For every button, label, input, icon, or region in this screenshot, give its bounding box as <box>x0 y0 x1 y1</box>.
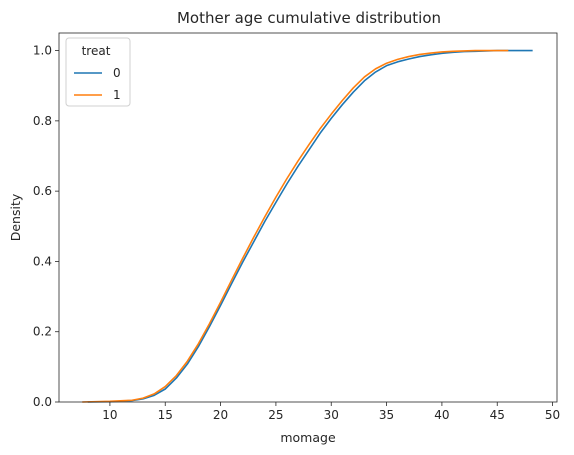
x-tick-label: 10 <box>102 408 117 422</box>
y-tick-label: 1.0 <box>33 44 52 58</box>
x-tick-label: 25 <box>268 408 283 422</box>
y-tick-label: 0.6 <box>33 184 52 198</box>
x-tick-label: 15 <box>158 408 173 422</box>
legend-label-0: 0 <box>113 66 121 80</box>
legend-title: treat <box>82 44 111 58</box>
y-tick-label: 0.2 <box>33 325 52 339</box>
x-tick-label: 30 <box>324 408 339 422</box>
plot-frame <box>58 32 558 403</box>
x-tick-label: 40 <box>434 408 449 422</box>
legend-label-1: 1 <box>113 88 121 102</box>
legend-box <box>65 37 131 107</box>
plot-area <box>82 49 533 403</box>
x-tick-label: 35 <box>379 408 394 422</box>
series-line-0 <box>87 49 533 403</box>
y-tick-label: 0.4 <box>33 254 52 268</box>
x-tick-label: 50 <box>545 408 560 422</box>
chart-title: Mother age cumulative distribution <box>177 9 441 27</box>
series-line-1 <box>82 49 509 403</box>
x-axis-label: momage <box>280 430 336 445</box>
y-axis-label: Density <box>8 193 23 241</box>
y-tick-label: 0.8 <box>33 114 52 128</box>
x-tick-label: 20 <box>213 408 228 422</box>
y-tick-label: 0.0 <box>33 395 52 409</box>
y-axis: 0.0 0.2 0.4 0.6 0.8 1.0 <box>33 44 59 409</box>
x-axis: 10 15 20 25 30 35 40 45 50 <box>102 402 560 422</box>
x-tick-label: 45 <box>490 408 505 422</box>
